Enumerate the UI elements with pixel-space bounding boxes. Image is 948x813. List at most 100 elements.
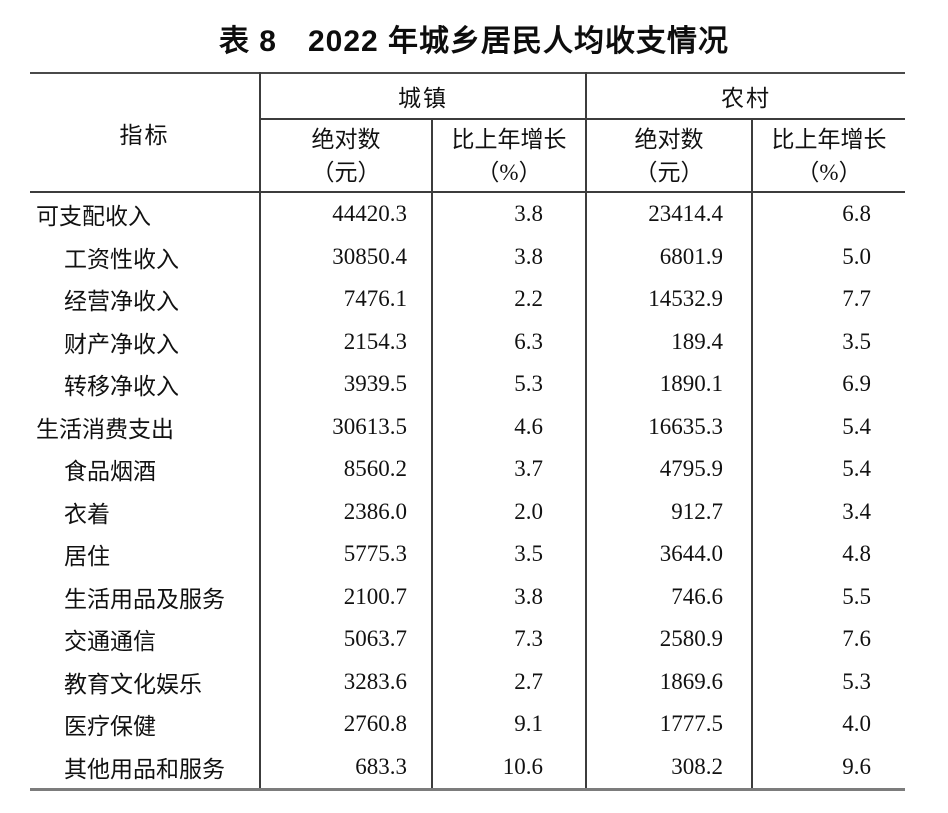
table-header: 指标 城镇 农村 绝对数 （元） 比上年增长 （%） 绝对数 （元） 比上年增长… xyxy=(30,73,905,193)
row-indicator-label: 生活消费支出 xyxy=(36,416,174,442)
rural-absolute-value: 1890.1 xyxy=(585,363,752,406)
table-row: 工资性收入 30850.4 3.8 6801.9 5.0 xyxy=(30,235,905,278)
urban-growth-value: 3.5 xyxy=(431,533,586,576)
row-indicator-label: 经营净收入 xyxy=(64,289,179,315)
rural-absolute-value: 912.7 xyxy=(585,490,752,533)
rural-growth-value: 7.7 xyxy=(751,278,905,321)
row-indicator-label: 居住 xyxy=(64,544,110,570)
rural-absolute-value: 2580.9 xyxy=(585,618,752,661)
rural-absolute-header-line1: 绝对数 xyxy=(634,126,704,152)
table-row: 医疗保健 2760.8 9.1 1777.5 4.0 xyxy=(30,703,905,746)
urban-absolute-value: 5775.3 xyxy=(259,533,432,576)
table-row: 财产净收入 2154.3 6.3 189.4 3.5 xyxy=(30,320,905,363)
urban-growth-value: 5.3 xyxy=(431,363,586,406)
rural-growth-value: 3.4 xyxy=(751,490,905,533)
rural-absolute-value: 16635.3 xyxy=(585,405,752,448)
rural-growth-value: 7.6 xyxy=(751,618,905,661)
urban-growth-value: 4.6 xyxy=(431,405,586,448)
rural-growth-value: 6.8 xyxy=(751,192,905,236)
urban-absolute-value: 3283.6 xyxy=(259,660,432,703)
row-indicator-label: 转移净收入 xyxy=(64,374,179,400)
row-indicator-label: 其他用品和服务 xyxy=(64,756,225,782)
table-row: 其他用品和服务 683.3 10.6 308.2 9.6 xyxy=(30,745,905,790)
row-indicator-label: 衣着 xyxy=(64,501,110,527)
rural-growth-value: 9.6 xyxy=(751,745,905,790)
urban-absolute-value: 30613.5 xyxy=(259,405,432,448)
rural-absolute-value: 746.6 xyxy=(585,575,752,618)
urban-absolute-value: 3939.5 xyxy=(259,363,432,406)
urban-absolute-value: 5063.7 xyxy=(259,618,432,661)
urban-growth-value: 3.8 xyxy=(431,575,586,618)
rural-absolute-header-line2: （元） xyxy=(634,159,704,185)
table-row: 生活消费支出 30613.5 4.6 16635.3 5.4 xyxy=(30,405,905,448)
urban-absolute-header: 绝对数 （元） xyxy=(259,119,432,193)
rural-growth-header: 比上年增长 （%） xyxy=(751,119,905,193)
table-row: 转移净收入 3939.5 5.3 1890.1 6.9 xyxy=(30,363,905,406)
table-row: 教育文化娱乐 3283.6 2.7 1869.6 5.3 xyxy=(30,660,905,703)
rural-absolute-value: 1777.5 xyxy=(585,703,752,746)
rural-growth-value: 5.4 xyxy=(751,405,905,448)
table-row: 食品烟酒 8560.2 3.7 4795.9 5.4 xyxy=(30,448,905,491)
urban-absolute-value: 30850.4 xyxy=(259,235,432,278)
urban-group-header: 城镇 xyxy=(259,73,586,120)
row-indicator-label: 生活用品及服务 xyxy=(64,586,225,612)
rural-growth-value: 5.0 xyxy=(751,235,905,278)
rural-absolute-value: 23414.4 xyxy=(585,192,752,236)
urban-growth-value: 2.7 xyxy=(431,660,586,703)
rural-group-header: 农村 xyxy=(585,73,905,120)
income-expenditure-table: 指标 城镇 农村 绝对数 （元） 比上年增长 （%） 绝对数 （元） 比上年增长… xyxy=(30,72,905,791)
urban-absolute-value: 2386.0 xyxy=(259,490,432,533)
group-header-row: 指标 城镇 农村 xyxy=(30,73,905,193)
row-indicator-label: 医疗保健 xyxy=(64,714,156,740)
rural-growth-value: 4.0 xyxy=(751,703,905,746)
urban-absolute-header-line2: （元） xyxy=(311,159,381,185)
row-indicator-label: 食品烟酒 xyxy=(64,459,156,485)
rural-growth-value: 5.4 xyxy=(751,448,905,491)
urban-growth-header-line2: （%） xyxy=(476,159,542,185)
rural-absolute-value: 6801.9 xyxy=(585,235,752,278)
rural-growth-header-line2: （%） xyxy=(796,159,862,185)
urban-growth-value: 2.0 xyxy=(431,490,586,533)
table-body: 可支配收入 44420.3 3.8 23414.4 6.8 工资性收入 3085… xyxy=(30,192,905,790)
rural-absolute-value: 14532.9 xyxy=(585,278,752,321)
row-indicator-label: 工资性收入 xyxy=(64,246,179,272)
urban-growth-value: 3.8 xyxy=(431,192,586,236)
table-row: 可支配收入 44420.3 3.8 23414.4 6.8 xyxy=(30,192,905,236)
urban-growth-value: 2.2 xyxy=(431,278,586,321)
urban-growth-value: 3.7 xyxy=(431,448,586,491)
table-row: 居住 5775.3 3.5 3644.0 4.8 xyxy=(30,533,905,576)
urban-growth-value: 6.3 xyxy=(431,320,586,363)
urban-growth-header-line1: 比上年增长 xyxy=(451,126,567,152)
rural-growth-value: 6.9 xyxy=(751,363,905,406)
rural-growth-value: 3.5 xyxy=(751,320,905,363)
urban-growth-value: 9.1 xyxy=(431,703,586,746)
rural-growth-value: 5.3 xyxy=(751,660,905,703)
rural-growth-value: 4.8 xyxy=(751,533,905,576)
rural-absolute-value: 189.4 xyxy=(585,320,752,363)
urban-growth-header: 比上年增长 （%） xyxy=(431,119,586,193)
row-indicator-label: 交通通信 xyxy=(64,629,156,655)
rural-absolute-value: 4795.9 xyxy=(585,448,752,491)
row-indicator-label: 可支配收入 xyxy=(36,204,151,230)
rural-absolute-value: 3644.0 xyxy=(585,533,752,576)
urban-absolute-header-line1: 绝对数 xyxy=(311,126,381,152)
urban-absolute-value: 7476.1 xyxy=(259,278,432,321)
indicator-header: 指标 xyxy=(30,73,260,193)
urban-absolute-value: 2100.7 xyxy=(259,575,432,618)
rural-absolute-header: 绝对数 （元） xyxy=(585,119,752,193)
sub-header-row: 绝对数 （元） 比上年增长 （%） 绝对数 （元） 比上年增长 （%） xyxy=(30,119,905,193)
rural-growth-header-line1: 比上年增长 xyxy=(771,126,887,152)
urban-absolute-value: 2154.3 xyxy=(259,320,432,363)
urban-absolute-value: 8560.2 xyxy=(259,448,432,491)
urban-absolute-value: 2760.8 xyxy=(259,703,432,746)
table-row: 衣着 2386.0 2.0 912.7 3.4 xyxy=(30,490,905,533)
urban-growth-value: 3.8 xyxy=(431,235,586,278)
urban-absolute-value: 683.3 xyxy=(259,745,432,790)
rural-growth-value: 5.5 xyxy=(751,575,905,618)
row-indicator-label: 财产净收入 xyxy=(64,331,179,357)
urban-absolute-value: 44420.3 xyxy=(259,192,432,236)
table-row: 交通通信 5063.7 7.3 2580.9 7.6 xyxy=(30,618,905,661)
rural-absolute-value: 1869.6 xyxy=(585,660,752,703)
urban-growth-value: 7.3 xyxy=(431,618,586,661)
row-indicator-label: 教育文化娱乐 xyxy=(64,671,202,697)
